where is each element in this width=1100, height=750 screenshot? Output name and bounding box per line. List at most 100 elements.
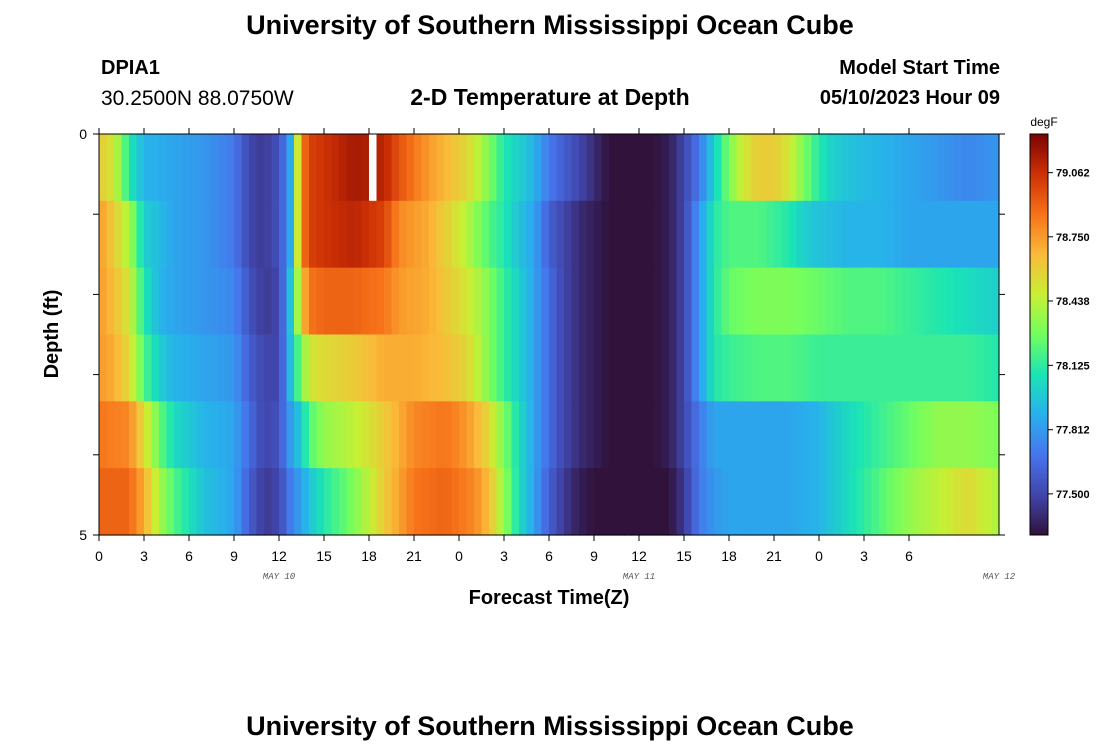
x-tick-label: 0	[815, 548, 823, 564]
heatmap-cell	[166, 401, 175, 469]
heatmap-cell	[796, 200, 805, 269]
heatmap-cell	[834, 468, 843, 536]
heatmap-cell	[294, 334, 303, 402]
heatmap-cell	[204, 401, 213, 469]
heatmap-cell	[564, 200, 573, 269]
heatmap-cell	[871, 468, 880, 536]
heatmap-cells	[99, 134, 1000, 536]
heatmap-cell	[624, 401, 633, 469]
heatmap-cell	[279, 134, 288, 202]
heatmap-cell	[849, 401, 858, 469]
heatmap-cell	[399, 401, 408, 469]
y-axis: 05	[79, 126, 1005, 543]
heatmap-cell	[399, 267, 408, 336]
y-axis-label: Depth (ft)	[41, 290, 63, 379]
heatmap-cell	[189, 468, 198, 536]
heatmap-cell	[256, 200, 265, 269]
heatmap-cell	[369, 334, 378, 402]
heatmap-cell	[744, 200, 753, 269]
heatmap-cell	[706, 401, 715, 469]
heatmap-cell	[811, 334, 820, 402]
heatmap-cell	[661, 334, 670, 402]
heatmap-cell	[301, 468, 310, 536]
heatmap-cell	[279, 334, 288, 402]
heatmap-cell	[196, 267, 205, 336]
heatmap-cell	[511, 401, 520, 469]
heatmap-cell	[804, 468, 813, 536]
heatmap-cell	[226, 401, 235, 469]
heatmap-cell	[106, 401, 115, 469]
heatmap-cell	[781, 468, 790, 536]
heatmap-cell	[204, 267, 213, 336]
heatmap-cell	[346, 200, 355, 269]
x-tick-label: 3	[860, 548, 868, 564]
heatmap-cell	[789, 334, 798, 402]
heatmap-cell	[466, 134, 475, 202]
heatmap-cell	[661, 134, 670, 202]
heatmap-cell	[864, 134, 873, 202]
heatmap-cell	[151, 200, 160, 269]
heatmap-cell	[316, 200, 325, 269]
heatmap-cell	[429, 267, 438, 336]
heatmap-cell	[594, 468, 603, 536]
heatmap-cell	[661, 267, 670, 336]
heatmap-cell	[864, 267, 873, 336]
heatmap-cell	[819, 401, 828, 469]
heatmap-cell	[99, 401, 108, 469]
heatmap-cell	[384, 134, 393, 202]
heatmap-cell	[916, 334, 925, 402]
x-tick-label: 18	[361, 548, 377, 564]
heatmap-cell	[804, 134, 813, 202]
heatmap-cell	[384, 200, 393, 269]
heatmap-cell	[519, 334, 528, 402]
heatmap-cell	[211, 200, 220, 269]
heatmap-cell	[931, 134, 940, 202]
heatmap-cell	[286, 334, 295, 402]
heatmap-cell	[181, 334, 190, 402]
heatmap-cell	[856, 468, 865, 536]
heatmap-cell	[601, 200, 610, 269]
heatmap-cell	[474, 134, 483, 202]
heatmap-cell	[804, 200, 813, 269]
heatmap-cell	[541, 134, 550, 202]
heatmap-cell	[616, 468, 625, 536]
heatmap-cell	[211, 267, 220, 336]
heatmap-cell	[819, 267, 828, 336]
heatmap-cell	[691, 334, 700, 402]
heatmap-cell	[954, 401, 963, 469]
heatmap-cell	[466, 334, 475, 402]
heatmap-cell	[114, 468, 123, 536]
heatmap-cell	[736, 334, 745, 402]
heatmap-cell	[159, 200, 168, 269]
heatmap-cell	[571, 401, 580, 469]
heatmap-cell	[984, 200, 993, 269]
heatmap-cell	[429, 401, 438, 469]
heatmap-cell	[939, 134, 948, 202]
heatmap-cell	[909, 267, 918, 336]
heatmap-cell	[766, 134, 775, 202]
heatmap-cell	[924, 334, 933, 402]
heatmap-cell	[796, 401, 805, 469]
heatmap-cell	[211, 468, 220, 536]
heatmap-cell	[489, 200, 498, 269]
heatmap-cell	[946, 200, 955, 269]
heatmap-cell	[406, 401, 415, 469]
heatmap-cell	[406, 468, 415, 536]
heatmap-cell	[616, 267, 625, 336]
heatmap-cell	[219, 200, 228, 269]
heatmap-cell	[969, 267, 978, 336]
heatmap-cell	[159, 267, 168, 336]
heatmap-cell	[271, 134, 280, 202]
colorbar-tick-label: 78.750	[1056, 232, 1090, 244]
heatmap-cell	[616, 200, 625, 269]
heatmap-cell	[744, 401, 753, 469]
heatmap-cell	[564, 134, 573, 202]
heatmap-cell	[106, 334, 115, 402]
heatmap-cell	[691, 267, 700, 336]
heatmap-cell	[894, 468, 903, 536]
heatmap-cell	[414, 334, 423, 402]
station-id: DPIA1	[101, 57, 160, 79]
heatmap-cell	[721, 334, 730, 402]
heatmap-cell	[271, 401, 280, 469]
heatmap-cell	[346, 401, 355, 469]
